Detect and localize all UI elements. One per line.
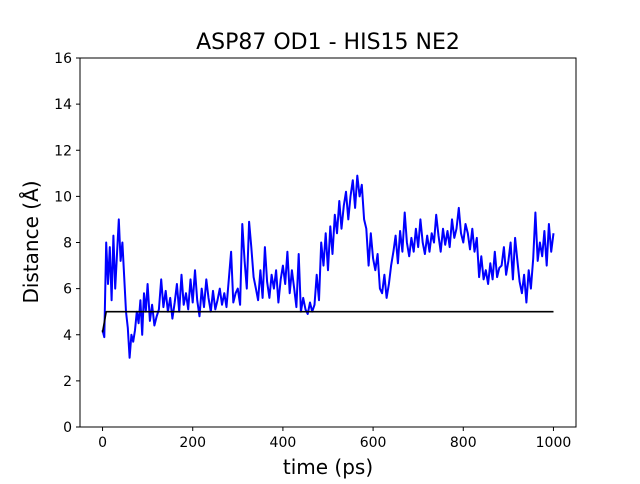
x-axis-label: time (ps) (283, 455, 373, 479)
y-tick-label: 16 (54, 51, 72, 67)
chart-title: ASP87 OD1 - HIS15 NE2 (196, 30, 460, 55)
y-tick-label: 0 (63, 420, 72, 436)
y-tick-label: 14 (54, 97, 72, 113)
y-axis-label: Distance (Å) (19, 180, 43, 303)
y-tick-label: 12 (54, 143, 72, 159)
y-tick-label: 8 (63, 236, 72, 252)
plot-area-frame (79, 57, 577, 428)
x-tick-label: 800 (450, 435, 477, 451)
y-tick-label: 10 (54, 189, 72, 205)
y-tick-label: 6 (63, 282, 72, 298)
y-tick-label: 4 (63, 328, 72, 344)
x-tick-label: 200 (179, 435, 206, 451)
x-tick-label: 400 (270, 435, 297, 451)
x-tick-label: 1000 (536, 435, 572, 451)
series-line-2 (101, 310, 554, 333)
x-tick-label: 600 (360, 435, 387, 451)
x-tick-label: 0 (98, 435, 107, 451)
series-line-1 (101, 174, 555, 359)
y-tick-label: 2 (63, 374, 72, 390)
